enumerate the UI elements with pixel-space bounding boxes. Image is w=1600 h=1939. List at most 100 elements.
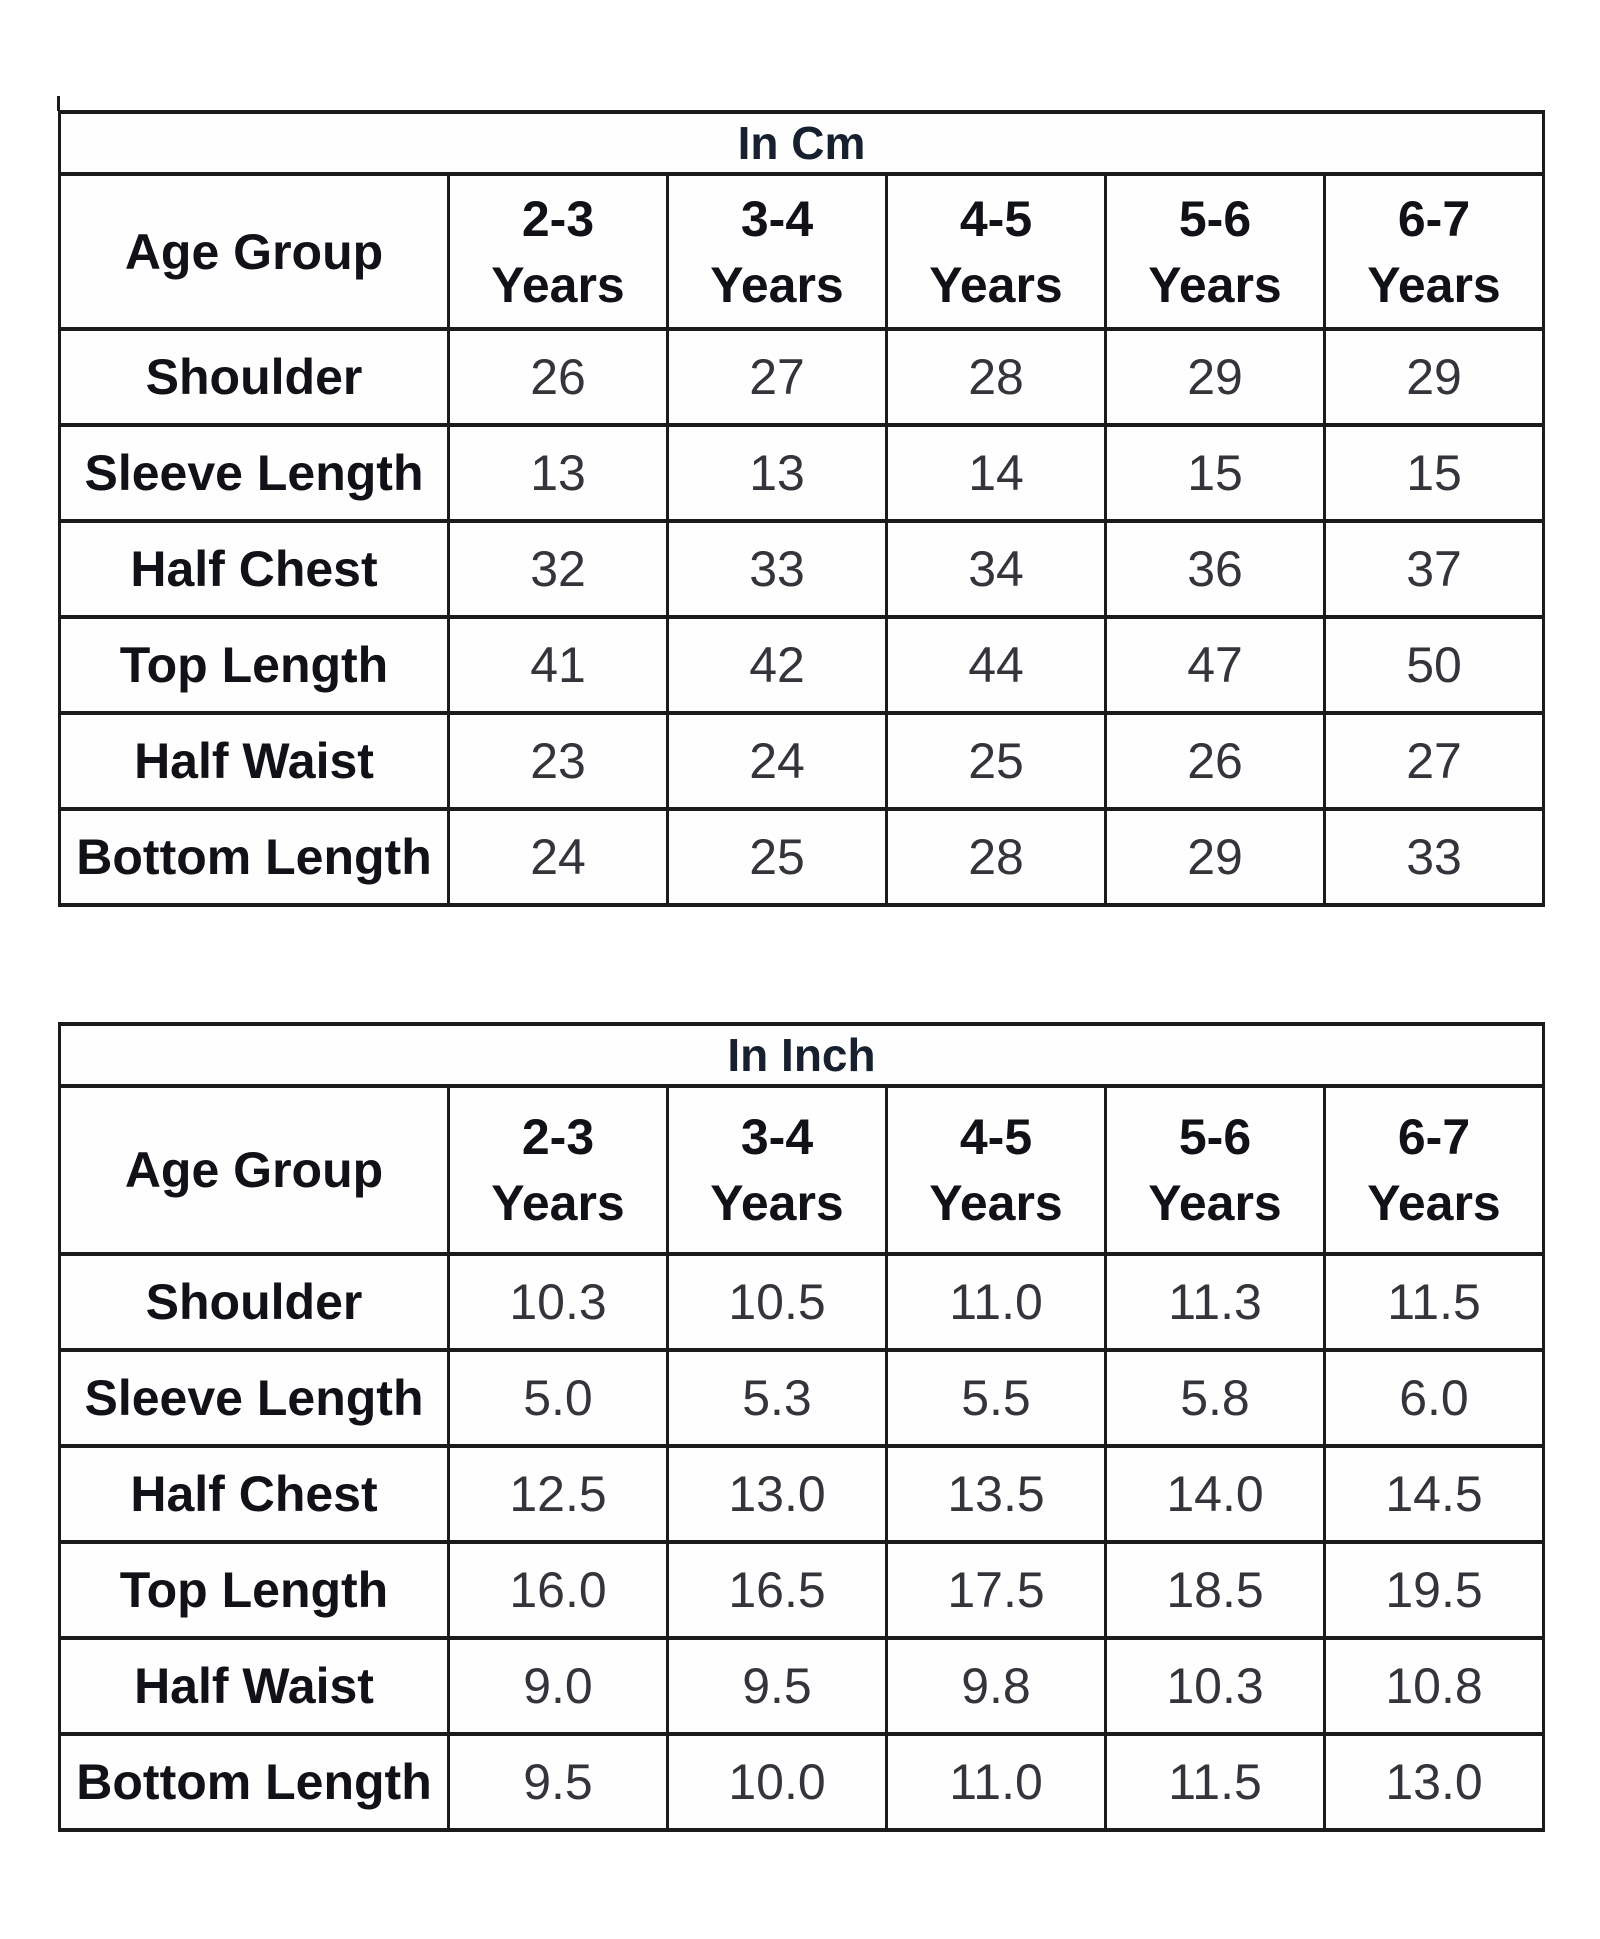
value-cell: 16.0 — [447, 1540, 669, 1640]
value-cell: 42 — [666, 615, 888, 715]
value-cell: 13.0 — [1323, 1732, 1545, 1832]
table-title: In Cm — [58, 110, 1545, 176]
age-unit-text: Years — [710, 256, 844, 313]
age-range-text: 2-3 — [521, 190, 595, 247]
value-cell: 33 — [666, 519, 888, 619]
measurement-row: Top Length 41 42 44 47 50 — [58, 615, 1545, 715]
table-header-row: Age Group 2-3 Years 3-4 Years 4-5 Years 5-6 Year… — [58, 1084, 1545, 1256]
value-cell: 47 — [1104, 615, 1326, 715]
value-cell: 6.0 — [1323, 1348, 1545, 1448]
age-range-text: 3-4 — [740, 1109, 814, 1165]
value-cell: 23 — [447, 711, 669, 811]
value-cell: 11.5 — [1323, 1252, 1545, 1352]
measurement-row: Sleeve Length 5.0 5.3 5.5 5.8 6.0 — [58, 1348, 1545, 1448]
row-label: Half Chest — [58, 519, 450, 619]
age-range-text: 4-5 — [959, 190, 1033, 247]
measurement-row: Bottom Length 24 25 28 29 33 — [58, 807, 1545, 907]
value-cell: 29 — [1323, 327, 1545, 427]
value-cell: 15 — [1104, 423, 1326, 523]
age-column-header: 3-4 Years — [666, 172, 888, 331]
value-cell: 18.5 — [1104, 1540, 1326, 1640]
age-unit-text: Years — [1148, 1175, 1282, 1231]
measurement-row: Shoulder 26 27 28 29 29 — [58, 327, 1545, 427]
age-unit-text: Years — [929, 1175, 1063, 1231]
measurement-row: Half Chest 12.5 13.0 13.5 14.0 14.5 — [58, 1444, 1545, 1544]
value-cell: 33 — [1323, 807, 1545, 907]
age-column-header: 2-3 Years — [447, 1084, 669, 1256]
row-label: Shoulder — [58, 327, 450, 427]
table-title-row: In Inch — [58, 1022, 1545, 1088]
value-cell: 41 — [447, 615, 669, 715]
value-cell: 37 — [1323, 519, 1545, 619]
measurement-row: Shoulder 10.3 10.5 11.0 11.3 11.5 — [58, 1252, 1545, 1352]
value-cell: 24 — [447, 807, 669, 907]
value-cell: 11.5 — [1104, 1732, 1326, 1832]
age-column-header: 3-4 Years — [666, 1084, 888, 1256]
value-cell: 34 — [885, 519, 1107, 619]
value-cell: 29 — [1104, 327, 1326, 427]
value-cell: 11.0 — [885, 1252, 1107, 1352]
row-label: Half Waist — [58, 711, 450, 811]
value-cell: 19.5 — [1323, 1540, 1545, 1640]
age-range-text: 2-3 — [521, 1109, 595, 1165]
table-header-row: Age Group 2-3 Years 3-4 Years 4-5 Years 5-6 Year… — [58, 172, 1545, 331]
value-cell: 9.5 — [666, 1636, 888, 1736]
value-cell: 10.3 — [1104, 1636, 1326, 1736]
row-label: Sleeve Length — [58, 423, 450, 523]
row-label: Half Chest — [58, 1444, 450, 1544]
row-label: Bottom Length — [58, 807, 450, 907]
value-cell: 5.3 — [666, 1348, 888, 1448]
value-cell: 15 — [1323, 423, 1545, 523]
row-label: Top Length — [58, 615, 450, 715]
value-cell: 50 — [1323, 615, 1545, 715]
value-cell: 9.8 — [885, 1636, 1107, 1736]
age-unit-text: Years — [710, 1175, 844, 1231]
value-cell: 5.5 — [885, 1348, 1107, 1448]
value-cell: 27 — [1323, 711, 1545, 811]
value-cell: 11.3 — [1104, 1252, 1326, 1352]
row-label: Sleeve Length — [58, 1348, 450, 1448]
table-title-row: In Cm — [58, 110, 1545, 176]
age-unit-text: Years — [1367, 256, 1501, 313]
age-column-header: 5-6 Years — [1104, 172, 1326, 331]
value-cell: 25 — [666, 807, 888, 907]
value-cell: 13.5 — [885, 1444, 1107, 1544]
value-cell: 28 — [885, 807, 1107, 907]
size-table-inch: In Inch Age Group 2-3 Years 3-4 Years 4-5 Years… — [58, 1022, 1545, 1832]
value-cell: 32 — [447, 519, 669, 619]
value-cell: 27 — [666, 327, 888, 427]
border-notch — [57, 96, 60, 111]
value-cell: 29 — [1104, 807, 1326, 907]
measurement-row: Sleeve Length 13 13 14 15 15 — [58, 423, 1545, 523]
value-cell: 16.5 — [666, 1540, 888, 1640]
value-cell: 26 — [1104, 711, 1326, 811]
age-unit-text: Years — [929, 256, 1063, 313]
value-cell: 14 — [885, 423, 1107, 523]
row-label: Half Waist — [58, 1636, 450, 1736]
measurement-row: Half Waist 23 24 25 26 27 — [58, 711, 1545, 811]
cm-table: In Cm Age Group 2-3 Years 3-4 Years 4-5 Years 5-… — [58, 110, 1545, 907]
value-cell: 10.5 — [666, 1252, 888, 1352]
value-cell: 14.0 — [1104, 1444, 1326, 1544]
value-cell: 5.8 — [1104, 1348, 1326, 1448]
age-column-header: 6-7 Years — [1323, 1084, 1545, 1256]
value-cell: 11.0 — [885, 1732, 1107, 1832]
value-cell: 24 — [666, 711, 888, 811]
age-range-text: 5-6 — [1178, 1109, 1252, 1165]
value-cell: 5.0 — [447, 1348, 669, 1448]
value-cell: 9.0 — [447, 1636, 669, 1736]
measurement-row: Bottom Length 9.5 10.0 11.0 11.5 13.0 — [58, 1732, 1545, 1832]
value-cell: 9.5 — [447, 1732, 669, 1832]
row-label: Top Length — [58, 1540, 450, 1640]
age-unit-text: Years — [491, 1175, 625, 1231]
age-unit-text: Years — [1367, 1175, 1501, 1231]
value-cell: 44 — [885, 615, 1107, 715]
value-cell: 10.0 — [666, 1732, 888, 1832]
age-unit-text: Years — [491, 256, 625, 313]
age-range-text: 5-6 — [1178, 190, 1252, 247]
measurement-row: Half Waist 9.0 9.5 9.8 10.3 10.8 — [58, 1636, 1545, 1736]
age-unit-text: Years — [1148, 256, 1282, 313]
corner-cell-age-group: Age Group — [58, 1084, 450, 1256]
value-cell: 10.8 — [1323, 1636, 1545, 1736]
